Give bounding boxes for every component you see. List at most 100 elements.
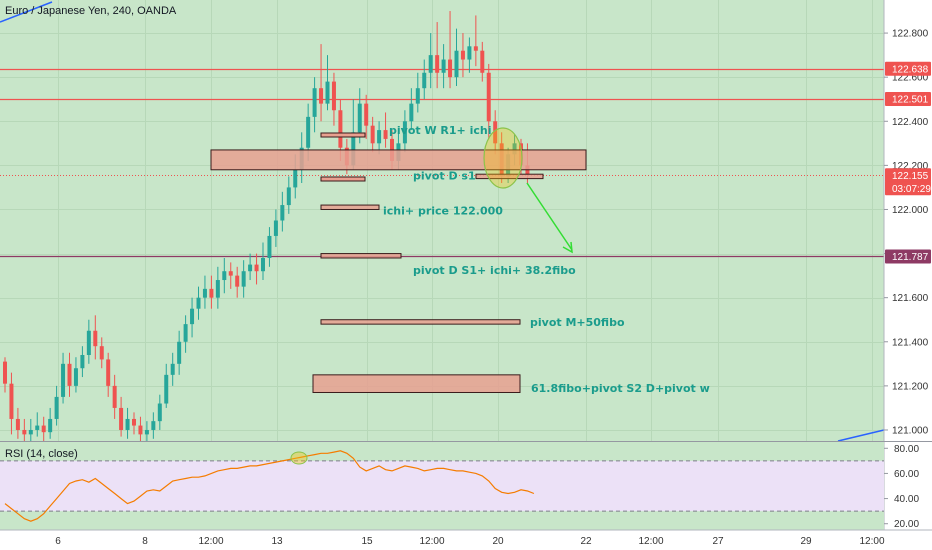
candle (190, 297, 195, 338)
candle-body (177, 341, 182, 364)
annotation-label: pivot D S1+ ichi+ 38.2fibo (413, 264, 576, 277)
candle-body (35, 425, 40, 430)
price-badge-label: 03:07:29 (892, 184, 931, 195)
candle (48, 407, 53, 439)
candle (454, 28, 459, 86)
candle-body (473, 46, 478, 51)
candle-body (267, 235, 272, 258)
candle-body (67, 363, 72, 386)
annotation-label: ichi+ price 122.000 (383, 205, 503, 218)
time-tick-label: 8 (142, 536, 148, 547)
main-pane[interactable] (0, 0, 884, 441)
candle-body (144, 429, 149, 435)
highlight-ellipse (483, 127, 523, 189)
candle-body (61, 363, 66, 397)
price-badge (885, 249, 931, 264)
candle-body (512, 143, 517, 155)
rsi-grid (0, 460, 884, 512)
candle (112, 374, 117, 419)
candle (209, 275, 214, 309)
price-tick-label: 122.600 (892, 73, 929, 84)
candle (248, 253, 253, 281)
time-tick-label: 20 (492, 536, 504, 547)
candle-body (202, 288, 207, 298)
price-tick-label: 121.400 (892, 337, 929, 348)
rsi-tick-label: 80.00 (894, 444, 919, 455)
annotation-label: pivot M+50fibo (530, 316, 625, 329)
candle-body (3, 361, 7, 384)
support-zones (210, 132, 587, 393)
candle (138, 416, 143, 441)
candle-body (157, 403, 162, 422)
price-badge-label: 121.787 (892, 252, 929, 263)
candle (164, 363, 169, 408)
rsi-ticks: 20.00 40.00 60.00 80.00 (884, 444, 919, 530)
candle-body (228, 271, 233, 276)
candle-body (15, 418, 20, 430)
candle (383, 112, 388, 148)
candle-body (338, 110, 343, 148)
candle (170, 352, 175, 386)
price-tick-label: 121.000 (892, 425, 929, 436)
candle (15, 407, 20, 439)
candle (151, 412, 156, 439)
candle-body (377, 130, 382, 144)
candle-body (454, 50, 459, 78)
candle (261, 242, 265, 281)
candle-body (261, 257, 265, 272)
candle (125, 407, 130, 439)
price-tick-label: 121.600 (892, 293, 929, 304)
candle-body (364, 103, 369, 126)
candle (67, 352, 72, 397)
candle (273, 209, 278, 247)
candle-body (73, 368, 78, 386)
candle (157, 394, 162, 430)
time-tick-label: 12:00 (198, 536, 223, 547)
time-axis[interactable] (0, 530, 932, 550)
time-tick-label: 22 (580, 536, 592, 547)
candle-body (196, 297, 201, 309)
candle-body (480, 50, 485, 73)
candle (267, 227, 272, 267)
candle (228, 262, 233, 289)
candle (409, 88, 414, 131)
rsi-tick-label: 20.00 (894, 519, 919, 530)
price-badge-label: 122.501 (892, 95, 929, 106)
candle (422, 59, 427, 100)
trend-line-bottom-right (837, 429, 885, 442)
rsi-label: RSI (14, close) (5, 448, 78, 460)
candle (22, 418, 27, 441)
candle (235, 266, 240, 298)
candle-body (254, 264, 259, 272)
annotations: pivot W R1+ ichi pivot D s1 ichi+ price 12… (383, 124, 710, 395)
candle-body (80, 355, 85, 369)
candle-body (402, 121, 407, 144)
candle (370, 116, 375, 153)
price-badge (885, 181, 931, 196)
time-ticks: 6 8 12:00 13 15 12:00 20 22 12:00 27 29 12:00 (55, 536, 885, 547)
candle (144, 421, 149, 441)
candle-body (125, 418, 130, 430)
candle-body (41, 425, 46, 433)
candle-body (493, 121, 498, 144)
price-tick-label: 122.800 (892, 29, 929, 40)
candle (35, 412, 40, 437)
price-tick-label: 122.000 (892, 205, 929, 216)
candle-body (112, 385, 117, 408)
time-tick-label: 6 (55, 536, 61, 547)
candle-body (54, 396, 59, 419)
candle (415, 72, 420, 113)
candle (402, 110, 407, 153)
support-zone (312, 374, 521, 393)
candle-body (183, 324, 188, 342)
candle (41, 416, 46, 441)
candle-body (428, 55, 433, 73)
candle (61, 352, 66, 404)
candle (215, 266, 220, 309)
time-tick-label: 15 (361, 536, 373, 547)
candle (312, 77, 317, 133)
candle (54, 385, 59, 426)
candle (460, 33, 465, 78)
trend-lines (0, 1, 885, 442)
